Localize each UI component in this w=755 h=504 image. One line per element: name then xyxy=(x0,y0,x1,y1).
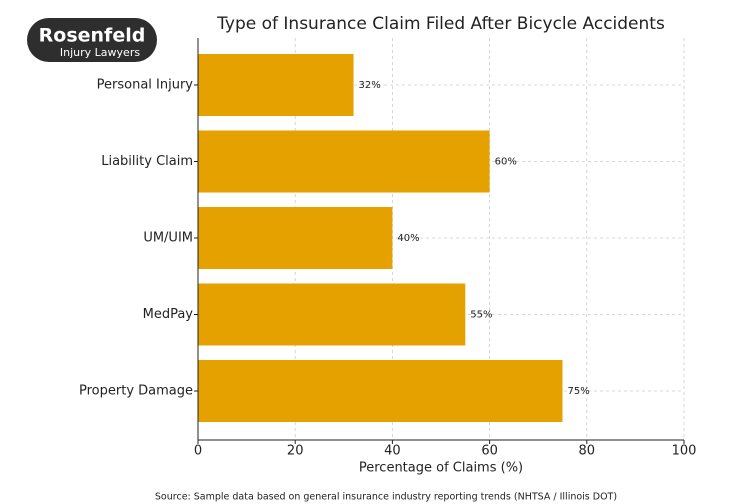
y-tick-label: Personal Injury xyxy=(97,78,194,93)
value-label: 75% xyxy=(568,386,590,397)
bar xyxy=(198,54,354,116)
x-tick-label: 20 xyxy=(287,444,304,459)
x-tick-label: 60 xyxy=(481,444,498,459)
x-axis-label: Percentage of Claims (%) xyxy=(359,461,523,476)
x-tick-label: 40 xyxy=(384,444,401,459)
bar xyxy=(198,283,466,346)
logo-badge xyxy=(27,18,157,62)
x-tick-label: 100 xyxy=(672,444,697,459)
value-label: 32% xyxy=(359,80,381,91)
value-label: 55% xyxy=(470,310,492,321)
x-tick-label: 0 xyxy=(194,444,202,459)
bar xyxy=(198,130,490,193)
logo-name: Rosenfeld xyxy=(39,25,146,47)
y-tick-label: MedPay xyxy=(143,307,194,322)
bar xyxy=(198,360,563,422)
y-tick-label: Property Damage xyxy=(79,384,193,399)
logo-tagline: Injury Lawyers xyxy=(60,46,140,59)
chart-title: Type of Insurance Claim Filed After Bicy… xyxy=(216,14,665,34)
value-label: 40% xyxy=(397,233,419,244)
value-label: 60% xyxy=(495,157,517,168)
bar xyxy=(198,207,393,269)
y-tick-label: Liability Claim xyxy=(101,154,193,169)
source-note: Source: Sample data based on general ins… xyxy=(155,492,617,503)
y-tick-label: UM/UIM xyxy=(143,231,193,246)
x-tick-label: 80 xyxy=(579,444,596,459)
